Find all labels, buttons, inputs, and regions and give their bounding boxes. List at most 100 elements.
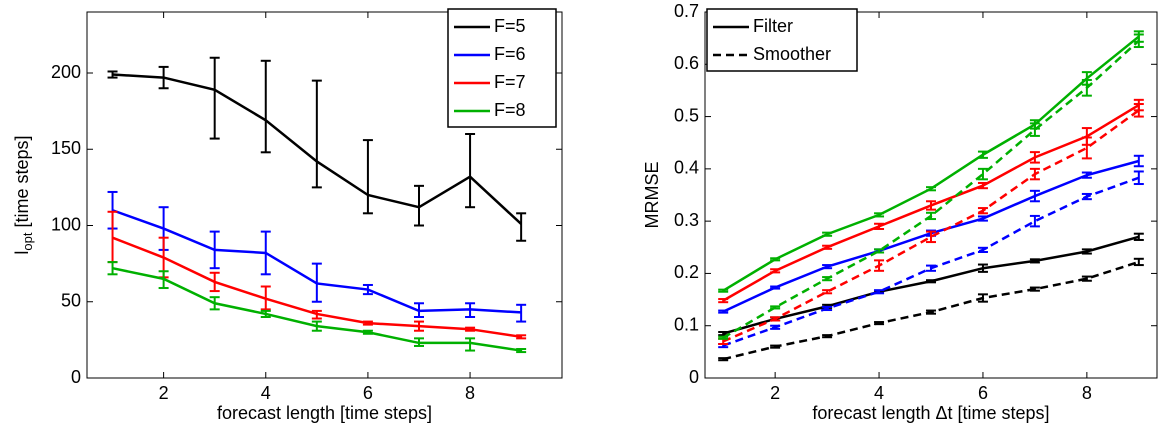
error-bar	[1133, 103, 1144, 118]
y-tick-label: 200	[51, 62, 81, 82]
error-bar	[1133, 33, 1144, 49]
error-bar	[1133, 154, 1144, 168]
error-bar	[260, 309, 271, 318]
error-bar	[465, 302, 476, 318]
legend-label: F=6	[494, 44, 526, 64]
error-bar	[977, 215, 988, 222]
error-bar	[209, 296, 220, 311]
error-bar	[158, 270, 169, 290]
error-bar	[874, 248, 885, 254]
error-bar	[1081, 192, 1092, 201]
error-bar	[362, 320, 373, 326]
y-tick-label: 0.2	[674, 262, 699, 282]
error-bar	[822, 244, 833, 250]
axes-box	[86, 11, 563, 379]
y-tick-label: 100	[51, 214, 81, 234]
error-bar	[770, 316, 781, 322]
y-tick-label: 0.4	[674, 158, 699, 178]
error-bar	[926, 211, 936, 221]
x-axis-label: forecast length Δt [time steps]	[812, 403, 1049, 423]
y-tick-label: 0.7	[674, 1, 699, 21]
error-bar	[260, 285, 271, 311]
legend-label: F=7	[494, 72, 526, 92]
error-bar	[311, 79, 322, 189]
legend-box	[706, 8, 858, 72]
error-bar	[413, 184, 424, 227]
error-bar	[260, 230, 271, 276]
error-bar	[465, 133, 476, 209]
error-bar	[465, 337, 476, 352]
error-bar	[516, 348, 527, 354]
error-bar	[516, 212, 527, 242]
y-tick-label: 0.3	[674, 210, 699, 230]
error-bar	[926, 186, 936, 192]
error-bar	[822, 276, 833, 282]
error-bar	[977, 150, 988, 159]
error-bar	[1081, 78, 1092, 97]
error-bar	[977, 181, 988, 190]
series-line	[722, 109, 1140, 343]
legend-label: F=8	[494, 100, 526, 120]
x-tick-label: 4	[874, 383, 884, 403]
error-bar	[516, 334, 527, 340]
y-tick-label: 0.1	[674, 314, 699, 334]
error-bar	[311, 262, 322, 303]
error-bar	[1081, 248, 1092, 255]
error-bar	[1133, 232, 1144, 241]
y-label-sub: opt	[20, 232, 35, 250]
error-bar	[926, 264, 936, 272]
legend-label: Filter	[753, 16, 793, 36]
error-bar	[1081, 136, 1092, 160]
y-tick-label: 0.5	[674, 105, 699, 125]
error-bar	[874, 289, 885, 295]
error-bar	[977, 246, 988, 253]
x-tick-label: 8	[465, 383, 475, 403]
error-bar	[311, 320, 322, 332]
error-bar	[1081, 171, 1092, 179]
y-axis-label: lopt [time steps]	[12, 135, 36, 254]
x-tick-label: 4	[261, 383, 271, 403]
error-bar	[874, 222, 885, 230]
error-bar	[311, 309, 322, 320]
error-bar	[822, 231, 833, 237]
x-axis-label: forecast length [time steps]	[217, 403, 432, 423]
y-tick-label: 150	[51, 138, 81, 158]
error-bar	[362, 139, 373, 215]
error-bar	[822, 264, 833, 270]
error-bar	[413, 337, 424, 347]
error-bar	[413, 320, 424, 332]
error-bar	[770, 268, 781, 274]
error-bar	[977, 167, 988, 181]
legend: Filter Smoother	[706, 8, 858, 72]
error-bar	[362, 283, 373, 296]
legend-box	[447, 8, 557, 128]
error-bar	[977, 293, 988, 303]
error-bar	[977, 263, 988, 273]
legend-label: F=5	[494, 16, 526, 36]
error-bar	[1133, 257, 1144, 267]
error-bar	[926, 279, 936, 284]
y-tick-label: 50	[61, 291, 81, 311]
error-bar	[822, 305, 833, 312]
axes-box	[704, 11, 1158, 379]
error-bar	[770, 324, 781, 330]
y-label-main: l	[12, 251, 32, 255]
error-bar	[1029, 167, 1040, 181]
panel: 2 4 6 8 0 0.1 0.2 0.3 0.4 0.5 0.6 0.7 forecast lengt…	[642, 1, 1158, 423]
error-bar	[107, 261, 118, 276]
error-bar	[874, 259, 885, 272]
x-tick-label: 6	[363, 383, 373, 403]
error-bar	[718, 309, 729, 314]
x-tick-label: 6	[978, 383, 988, 403]
y-tick-label: 0.6	[674, 53, 699, 73]
error-bar	[718, 288, 729, 293]
error-bar	[1133, 170, 1144, 186]
error-bar	[516, 303, 527, 323]
error-bar	[718, 335, 729, 340]
x-tick-label: 8	[1082, 383, 1092, 403]
error-bar	[718, 298, 729, 304]
panel: 2 4 6 8 0 50 100 150 200 forecast length [time st…	[12, 8, 563, 423]
y-label-main: MRMSE	[642, 162, 662, 229]
